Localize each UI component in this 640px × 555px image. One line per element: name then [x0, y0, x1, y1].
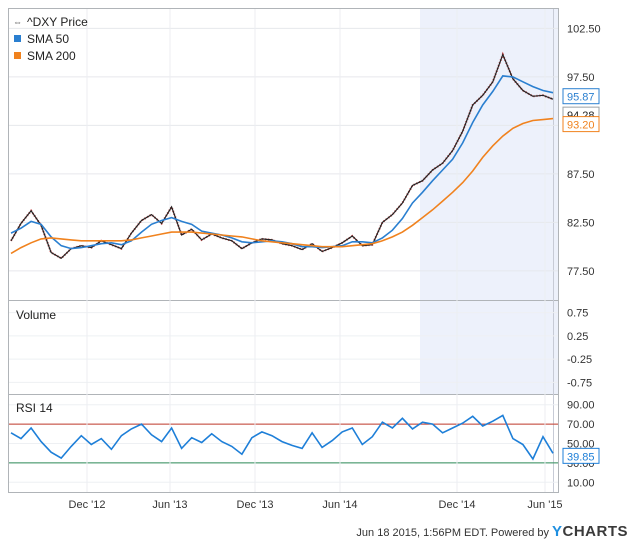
- legend-item-sma50: SMA 50: [14, 32, 69, 46]
- sma50-value-badge: 95.87: [562, 88, 600, 105]
- volume-axis-tick-label: 0.25: [567, 331, 588, 343]
- price-axis-tick-label: 87.50: [567, 169, 595, 181]
- volume-title: Volume: [16, 308, 56, 322]
- volume-axis-tick-label: -0.25: [567, 354, 592, 366]
- ycharts-logo-y: Y: [551, 523, 563, 540]
- x-axis-tick-label: Jun '13: [152, 499, 187, 511]
- ycharts-logo-text: CHARTS: [562, 523, 628, 540]
- sma200-value-badge: 93.20: [562, 116, 600, 133]
- price-axis-tick-label: 102.50: [567, 23, 601, 35]
- volume-axis-tick-label: -0.75: [567, 377, 592, 389]
- legend-item-price: ⇔ ^DXY Price: [13, 15, 88, 29]
- volume-axis-tick-label: 0.75: [567, 308, 588, 320]
- series-line-rsi: [10, 414, 554, 461]
- x-axis-tick-label: Dec '12: [69, 499, 106, 511]
- sma50-value-badge-box: [562, 88, 600, 105]
- sma200-value-badge-box: [562, 116, 600, 133]
- x-axis-tick-label: Jun '15: [527, 499, 562, 511]
- rsi-title: RSI 14: [16, 401, 53, 415]
- x-axis-tick-label: Jun '14: [322, 499, 357, 511]
- legend-price-label: ^DXY Price: [27, 15, 88, 29]
- footer-powered-by: Powered by: [490, 527, 549, 539]
- highlight-band-price: [420, 9, 558, 300]
- ycharts-logo[interactable]: YCHARTS: [552, 523, 628, 540]
- sma50-value-badge-text: 95.87: [567, 92, 595, 104]
- legend-sma50-label: SMA 50: [27, 32, 69, 46]
- rsi-axis-tick-label: 50.00: [567, 439, 595, 451]
- sma200-value-badge-text: 93.20: [567, 120, 595, 132]
- rsi-value-badge-text: 39.85: [567, 451, 595, 463]
- legend-sma200-label: SMA 200: [27, 49, 76, 63]
- rsi-axis-tick-label: 70.00: [567, 419, 595, 431]
- legend-price-arrow-icon: ⇔: [13, 17, 22, 27]
- legend-item-sma200: SMA 200: [14, 49, 76, 63]
- rsi-axis-tick-label: 10.00: [567, 477, 595, 489]
- x-axis-tick-label: Dec '14: [439, 499, 476, 511]
- rsi-value-badge-box: [562, 447, 600, 464]
- footer-timestamp: Jun 18 2015, 1:56PM EDT.: [356, 527, 488, 539]
- legend-sma200-swatch: [14, 52, 21, 59]
- x-axis-tick-label: Dec '13: [237, 499, 274, 511]
- price-axis-tick-label: 77.50: [567, 266, 595, 278]
- rsi-axis-tick-label: 90.00: [567, 400, 595, 412]
- rsi-value-badge: 39.85: [562, 447, 600, 464]
- highlight-band-volume: [420, 301, 558, 394]
- price-axis-tick-label: 82.50: [567, 217, 595, 229]
- footer: Jun 18 2015, 1:56PM EDT. Powered by YCHA…: [356, 523, 628, 540]
- legend: ⇔ ^DXY Price SMA 50 SMA 200: [13, 15, 88, 63]
- legend-sma50-swatch: [14, 35, 21, 42]
- price-axis-tick-label: 97.50: [567, 72, 595, 84]
- series-line-sma200: [10, 117, 554, 255]
- rsi-panel: [8, 394, 559, 493]
- series-line-sma50: [10, 75, 554, 250]
